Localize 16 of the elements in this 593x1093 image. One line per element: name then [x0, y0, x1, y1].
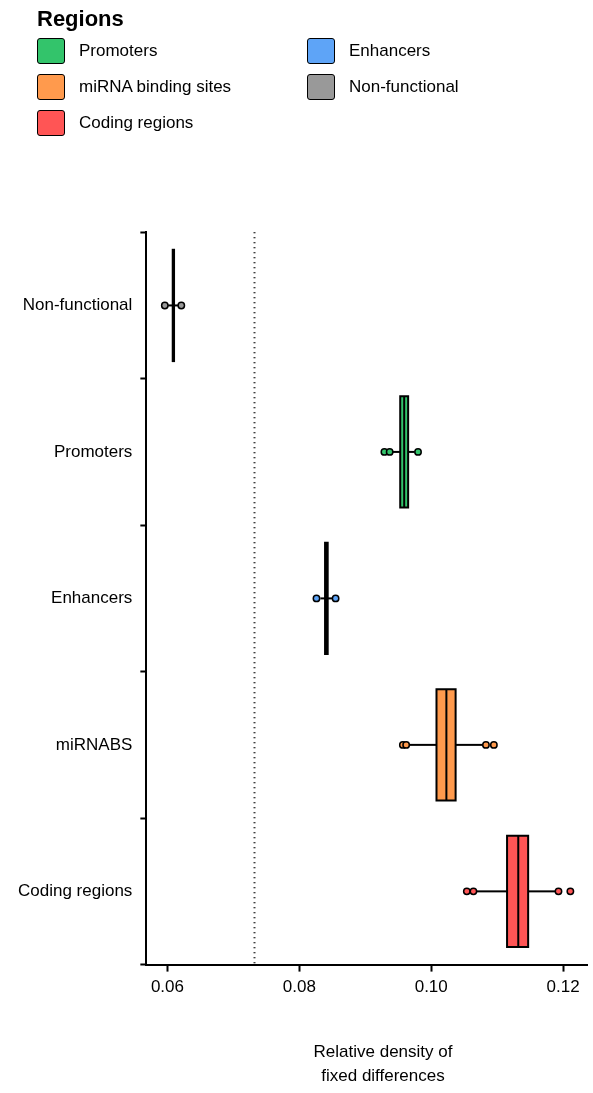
legend-label: miRNA binding sites	[79, 77, 232, 97]
y-tick-label: Enhancers	[51, 588, 133, 608]
legend-label: Promoters	[79, 41, 158, 61]
y-tick-label: Promoters	[53, 441, 133, 461]
x-axis-title: Relative density of fixed differences	[312, 1041, 454, 1087]
y-tick-label: miRNABS	[55, 734, 133, 754]
y-tick-label: Non-functional	[22, 295, 133, 315]
legend-label: Coding regions	[79, 113, 194, 133]
x-tick-label: 0.12	[546, 977, 580, 997]
legend-title: Regions	[37, 6, 125, 32]
x-tick-label: 0.10	[414, 977, 448, 997]
y-tick-label: Coding regions	[17, 881, 133, 901]
legend-label: Non-functional	[349, 77, 459, 97]
x-tick-label: 0.06	[150, 977, 184, 997]
x-tick-label: 0.08	[282, 977, 316, 997]
legend-label: Enhancers	[349, 41, 431, 61]
